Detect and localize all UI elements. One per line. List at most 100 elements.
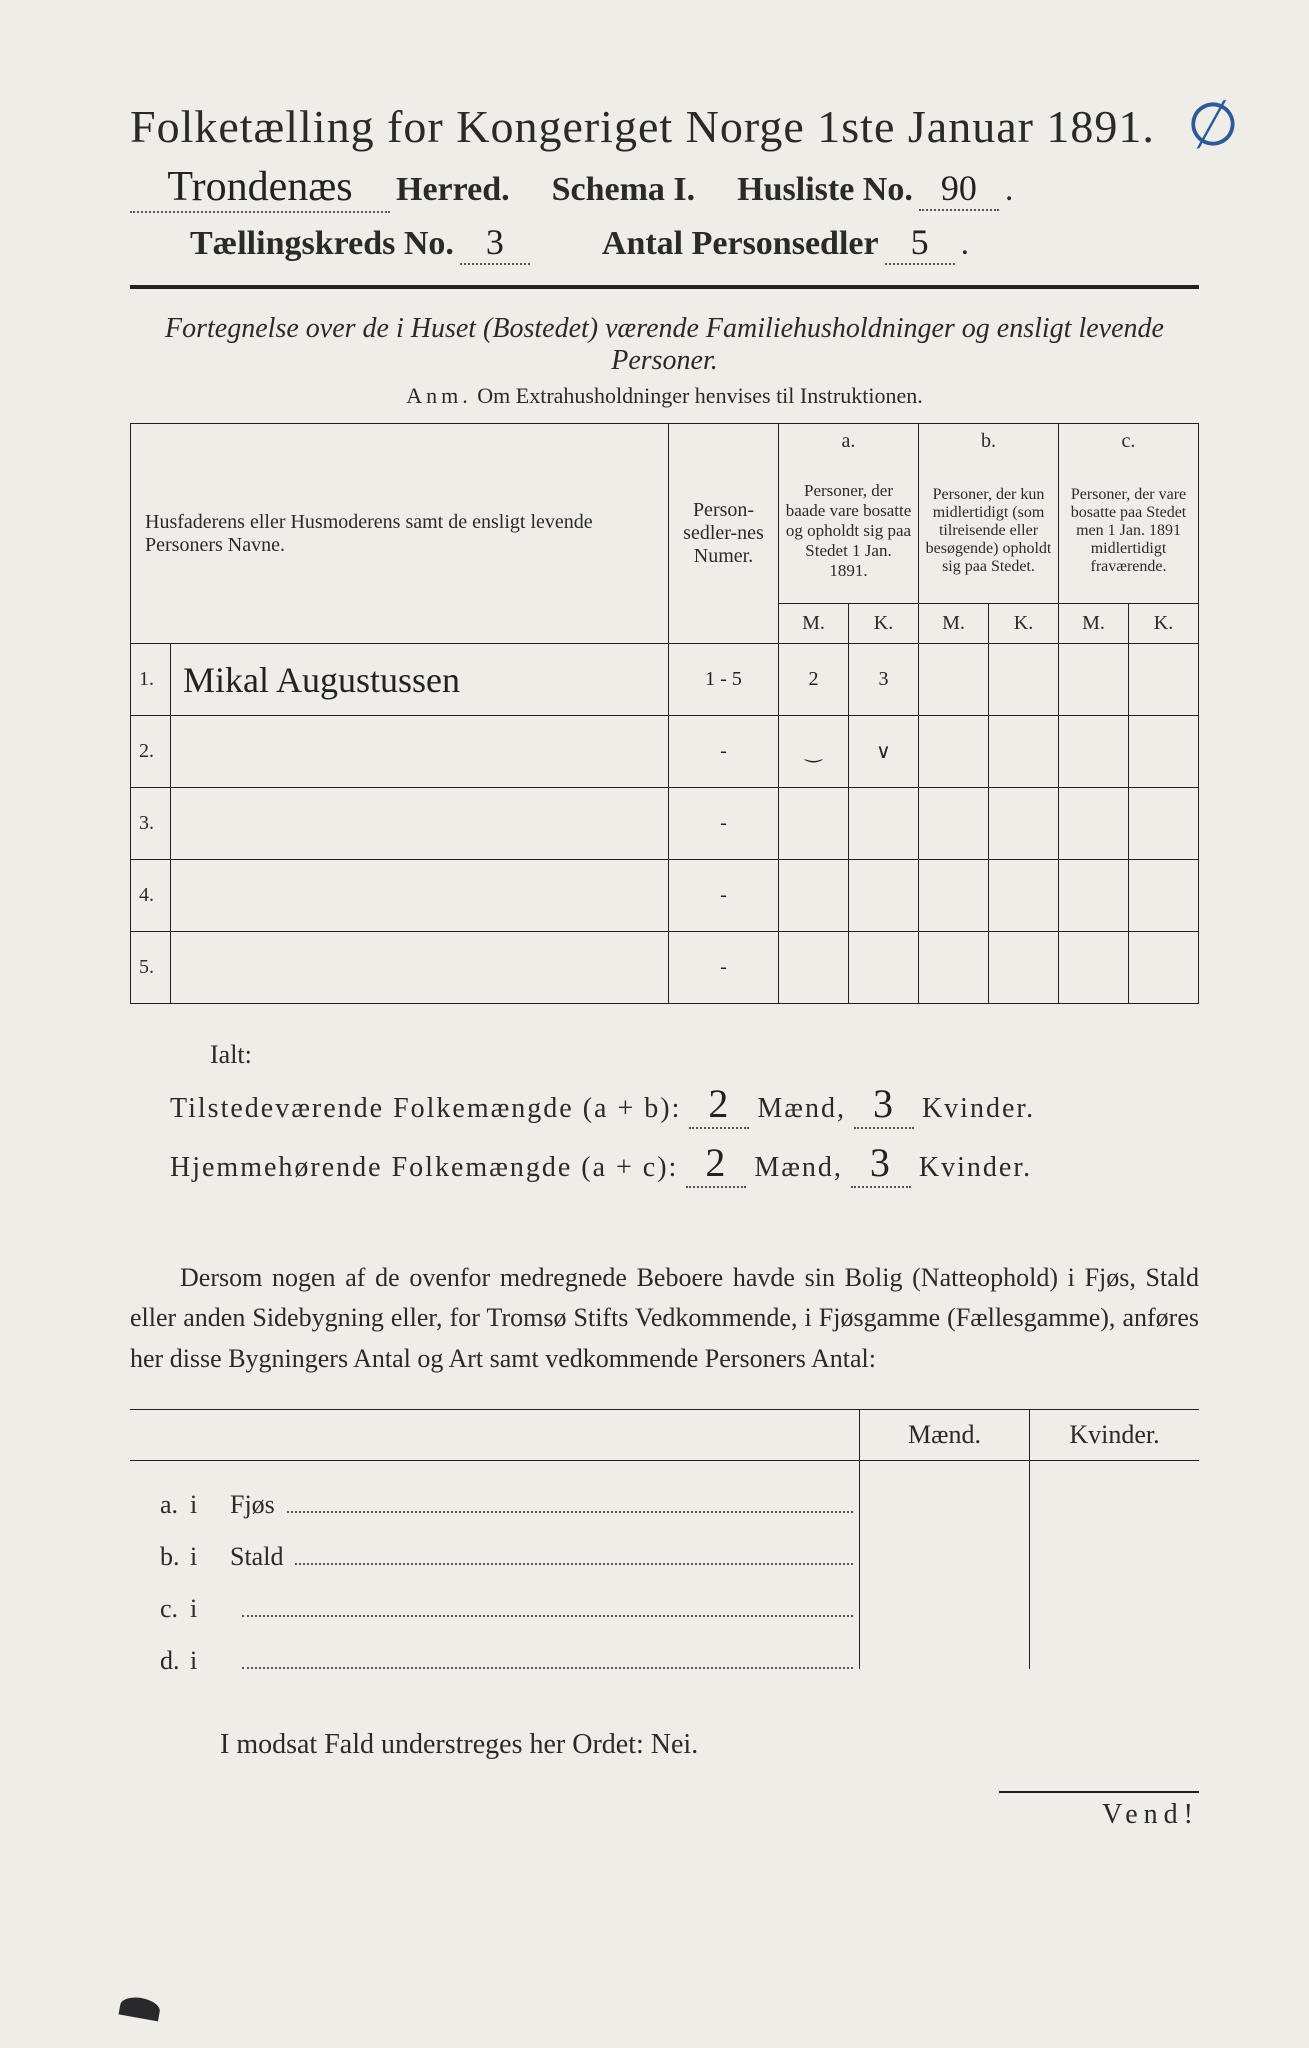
row-b-k bbox=[989, 716, 1059, 788]
out-row-m bbox=[859, 1461, 1029, 1513]
row-a-k bbox=[849, 860, 919, 932]
outbuilding-row: c.i bbox=[130, 1565, 1199, 1617]
out-row-m bbox=[859, 1513, 1029, 1565]
outbuilding-row: a.iFjøs bbox=[130, 1461, 1199, 1513]
form-subtitle: Fortegnelse over de i Huset (Bostedet) v… bbox=[130, 313, 1199, 377]
husliste-dot: . bbox=[1005, 171, 1014, 209]
herred-value: Trondenæs bbox=[130, 163, 390, 213]
row-number: 5. bbox=[131, 932, 171, 1004]
husliste-value: 90 bbox=[919, 167, 999, 211]
col-a-desc: Personer, der baade vare bosatte og opho… bbox=[779, 459, 919, 604]
col-c-label: c. bbox=[1059, 424, 1199, 460]
header-line-3: Tællingskreds No. 3 Antal Personsedler 5… bbox=[130, 221, 1199, 265]
hjemme-k: 3 bbox=[851, 1139, 911, 1188]
hjemme-line: Hjemmehørende Folkemængde (a + c): 2 Mæn… bbox=[130, 1139, 1199, 1188]
vend-label: Vend! bbox=[999, 1791, 1199, 1831]
table-row: 1.Mikal Augustussen1 - 523 bbox=[131, 644, 1199, 716]
kreds-value: 3 bbox=[460, 221, 530, 265]
row-a-k bbox=[849, 932, 919, 1004]
row-b-m bbox=[919, 932, 989, 1004]
table-row: 4. - bbox=[131, 860, 1199, 932]
row-name-cell bbox=[171, 932, 669, 1004]
row-numer: - bbox=[669, 932, 779, 1004]
row-name-cell bbox=[171, 716, 669, 788]
row-a-m bbox=[779, 932, 849, 1004]
out-row-text bbox=[230, 1667, 859, 1675]
outbuildings-section: Mænd. Kvinder. a.iFjøsb.iStaldc.id.i bbox=[130, 1409, 1199, 1669]
out-row-i: i bbox=[190, 1646, 230, 1676]
outbuilding-row: b.iStald bbox=[130, 1513, 1199, 1565]
row-c-k bbox=[1129, 716, 1199, 788]
row-c-m bbox=[1059, 644, 1129, 716]
anm-text: Om Extrahusholdninger henvises til Instr… bbox=[477, 383, 922, 408]
row-b-m bbox=[919, 860, 989, 932]
row-numer: - bbox=[669, 716, 779, 788]
col-b-label: b. bbox=[919, 424, 1059, 460]
row-b-k bbox=[989, 788, 1059, 860]
row-b-k bbox=[989, 860, 1059, 932]
kvinder-1: Kvinder. bbox=[922, 1093, 1035, 1125]
hjemme-label: Hjemmehørende Folkemængde (a + c): bbox=[170, 1152, 678, 1184]
out-row-k bbox=[1029, 1513, 1199, 1565]
page-title: Folketælling for Kongeriget Norge 1ste J… bbox=[130, 100, 1199, 153]
row-c-k bbox=[1129, 932, 1199, 1004]
col-numer-header: Person-sedler-nes Numer. bbox=[669, 424, 779, 644]
out-row-m bbox=[859, 1617, 1029, 1669]
out-row-i: i bbox=[190, 1490, 230, 1520]
tilstede-label: Tilstedeværende Folkemængde (a + b): bbox=[170, 1093, 681, 1125]
outbuilding-row: d.i bbox=[130, 1617, 1199, 1669]
antal-label: Antal Personsedler bbox=[602, 225, 879, 263]
row-c-m bbox=[1059, 860, 1129, 932]
kvinder-2: Kvinder. bbox=[919, 1152, 1032, 1184]
antal-dot: . bbox=[961, 225, 970, 263]
out-row-k bbox=[1029, 1565, 1199, 1617]
row-b-k bbox=[989, 644, 1059, 716]
out-row-label: b. bbox=[130, 1542, 190, 1572]
antal-value: 5 bbox=[885, 221, 955, 265]
out-row-label: d. bbox=[130, 1646, 190, 1676]
col-c-m: M. bbox=[1059, 604, 1129, 644]
col-c-desc: Personer, der vare bosatte paa Stedet me… bbox=[1059, 459, 1199, 604]
row-a-m bbox=[779, 788, 849, 860]
out-row-k bbox=[1029, 1617, 1199, 1669]
maend-1: Mænd, bbox=[757, 1093, 846, 1125]
row-a-k bbox=[849, 788, 919, 860]
col-c-k: K. bbox=[1129, 604, 1199, 644]
row-b-m bbox=[919, 716, 989, 788]
census-form-page: ∅ Folketælling for Kongeriget Norge 1ste… bbox=[0, 0, 1309, 2048]
row-name-cell: Mikal Augustussen bbox=[171, 644, 669, 716]
row-number: 2. bbox=[131, 716, 171, 788]
out-row-k bbox=[1029, 1461, 1199, 1513]
row-a-m bbox=[779, 860, 849, 932]
out-maend-header: Mænd. bbox=[859, 1410, 1029, 1460]
table-row: 2. -‿∨ bbox=[131, 716, 1199, 788]
row-c-m bbox=[1059, 716, 1129, 788]
col-names-header: Husfaderens eller Husmoderens samt de en… bbox=[131, 424, 669, 644]
col-b-m: M. bbox=[919, 604, 989, 644]
anm-note: Anm. Om Extrahusholdninger henvises til … bbox=[130, 383, 1199, 409]
tilstede-line: Tilstedeværende Folkemængde (a + b): 2 M… bbox=[130, 1080, 1199, 1129]
maend-2: Mænd, bbox=[754, 1152, 843, 1184]
outbuildings-header: Mænd. Kvinder. bbox=[130, 1409, 1199, 1461]
row-numer: - bbox=[669, 860, 779, 932]
out-kvinder-header: Kvinder. bbox=[1029, 1410, 1199, 1460]
row-a-k: 3 bbox=[849, 644, 919, 716]
kreds-label: Tællingskreds No. bbox=[190, 225, 454, 263]
row-b-m bbox=[919, 644, 989, 716]
out-row-m bbox=[859, 1565, 1029, 1617]
col-a-m: M. bbox=[779, 604, 849, 644]
row-number: 4. bbox=[131, 860, 171, 932]
row-a-k: ∨ bbox=[849, 716, 919, 788]
row-numer: - bbox=[669, 788, 779, 860]
row-c-k bbox=[1129, 644, 1199, 716]
hjemme-m: 2 bbox=[686, 1139, 746, 1188]
row-c-k bbox=[1129, 788, 1199, 860]
row-numer: 1 - 5 bbox=[669, 644, 779, 716]
col-a-k: K. bbox=[849, 604, 919, 644]
row-b-m bbox=[919, 788, 989, 860]
row-c-k bbox=[1129, 860, 1199, 932]
row-name-cell bbox=[171, 788, 669, 860]
nei-line: I modsat Fald understreges her Ordet: Ne… bbox=[130, 1729, 1199, 1761]
tilstede-k: 3 bbox=[854, 1080, 914, 1129]
row-a-m: ‿ bbox=[779, 716, 849, 788]
